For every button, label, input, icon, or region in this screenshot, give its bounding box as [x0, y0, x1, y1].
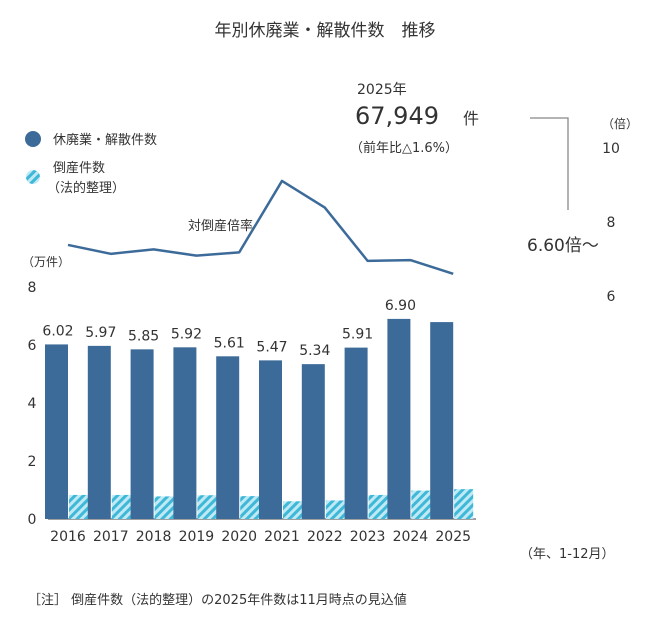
- x-axis-unit: （年、1-12月）: [520, 547, 615, 562]
- right-axis-tick: 10: [602, 141, 620, 157]
- legend-swatch-bankruptcies: [26, 170, 40, 184]
- x-tick-2019: 2019: [179, 529, 215, 545]
- x-tick-2016: 2016: [50, 529, 86, 545]
- left-axis-tick: 4: [28, 396, 37, 412]
- left-axis-unit: （万件）: [22, 255, 70, 269]
- bar-closures-2019: [173, 347, 197, 519]
- left-axis-tick: 2: [28, 454, 37, 470]
- bar-bankruptcies-2025: [454, 489, 474, 519]
- data-label-2018: 5.85: [128, 328, 159, 344]
- bar-bankruptcies-2017: [111, 494, 131, 519]
- bar-bankruptcies-2023: [368, 494, 388, 519]
- x-tick-2017: 2017: [93, 529, 129, 545]
- data-label-2021: 5.47: [256, 339, 287, 355]
- legend-label-bankruptcies-2: （法的整理）: [47, 180, 125, 196]
- right-axis-unit: （倍）: [602, 116, 638, 131]
- x-tick-2024: 2024: [393, 529, 429, 545]
- right-axis-tick: 6: [607, 289, 616, 305]
- bar-closures-2023: [344, 347, 368, 519]
- left-axis-tick: 8: [28, 280, 37, 296]
- legend-swatch-closures: [25, 131, 41, 147]
- annotation-yoy: （前年比△1.6%）: [350, 140, 458, 156]
- bar-closures-2021: [259, 360, 282, 519]
- bar-bankruptcies-2024: [411, 490, 431, 519]
- data-label-2017: 5.97: [85, 325, 116, 341]
- bar-closures-2017: [87, 345, 111, 519]
- chart-title: 年別休廃業・解散件数 推移: [215, 21, 436, 41]
- ratio-label: 6.60倍～: [527, 236, 599, 256]
- annotation-count-unit: 件: [463, 109, 479, 128]
- data-label-2023: 5.91: [342, 327, 373, 343]
- x-tick-2022: 2022: [307, 529, 343, 545]
- bar-closures-2024: [387, 318, 411, 519]
- legend-label-bankruptcies-1: 倒産件数: [53, 160, 105, 176]
- bar-bankruptcies-2022: [325, 500, 345, 519]
- left-axis-tick: 0: [28, 512, 37, 528]
- line-ratio: [67, 179, 454, 275]
- data-label-2022: 5.34: [299, 343, 330, 359]
- bar-closures-2022: [301, 364, 325, 519]
- left-axis-tick: 6: [28, 338, 37, 354]
- x-tick-2021: 2021: [264, 529, 300, 545]
- bar-closures-2016: [45, 344, 68, 519]
- annotation-year: 2025年: [357, 82, 407, 98]
- x-tick-2023: 2023: [350, 529, 386, 545]
- bar-closures-2020: [216, 356, 240, 519]
- bar-closures-2025: [430, 322, 454, 519]
- bar-bankruptcies-2021: [283, 501, 302, 519]
- data-label-2016: 6.02: [42, 323, 73, 339]
- bar-bankruptcies-2020: [240, 496, 260, 519]
- line-series-label: 対倒産倍率: [188, 218, 253, 234]
- x-tick-2018: 2018: [136, 529, 172, 545]
- legend-label-closures: 休廃業・解散件数: [53, 132, 157, 148]
- annotation-count: 67,949: [355, 102, 439, 130]
- annotation-bracket: [530, 117, 569, 210]
- bar-bankruptcies-2018: [154, 496, 174, 519]
- footnote: ［注］ 倒産件数（法的整理）の2025年件数は11月時点の見込値: [28, 592, 407, 608]
- data-label-2020: 5.61: [214, 335, 245, 351]
- x-tick-2025: 2025: [435, 529, 471, 545]
- data-label-2019: 5.92: [171, 326, 202, 342]
- bar-closures-2018: [130, 349, 154, 519]
- bar-bankruptcies-2019: [197, 495, 217, 519]
- right-axis-tick: 8: [607, 215, 616, 231]
- x-tick-2020: 2020: [221, 529, 257, 545]
- data-label-2024: 6.90: [385, 298, 416, 314]
- bar-bankruptcies-2016: [69, 494, 88, 519]
